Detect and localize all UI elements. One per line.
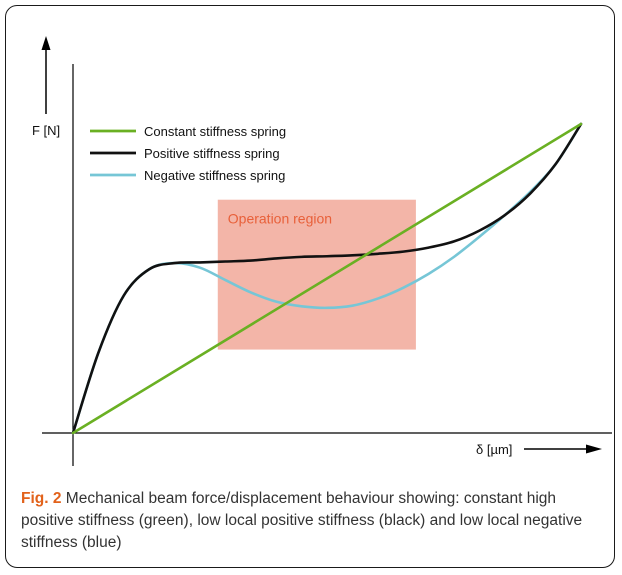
- legend-negative-stiffness-spring-label: Negative stiffness spring: [144, 168, 285, 183]
- legend-positive-stiffness-spring-label: Positive stiffness spring: [144, 146, 280, 161]
- y-axis-label: F [N]: [32, 123, 60, 138]
- x-axis-label: δ [µm]: [476, 442, 512, 457]
- figure-label: Fig. 2: [21, 490, 62, 507]
- figure-frame: Operation region F [N] δ [µm] Constant stif…: [5, 5, 615, 568]
- operation-region-label: Operation region: [228, 211, 332, 227]
- figure-caption: Fig. 2 Mechanical beam force/displacemen…: [21, 488, 606, 554]
- series-positive-stiffness-spring-line: [71, 122, 583, 435]
- x-arrow-head: [586, 444, 602, 454]
- series-constant-stiffness-spring-line: [71, 122, 583, 435]
- caption-text: Mechanical beam force/displacement behav…: [21, 490, 583, 551]
- chart: Operation region F [N] δ [µm] Constant stif…: [32, 36, 612, 466]
- y-arrow-head: [41, 36, 51, 50]
- legend-constant-stiffness-spring-label: Constant stiffness spring: [144, 124, 286, 139]
